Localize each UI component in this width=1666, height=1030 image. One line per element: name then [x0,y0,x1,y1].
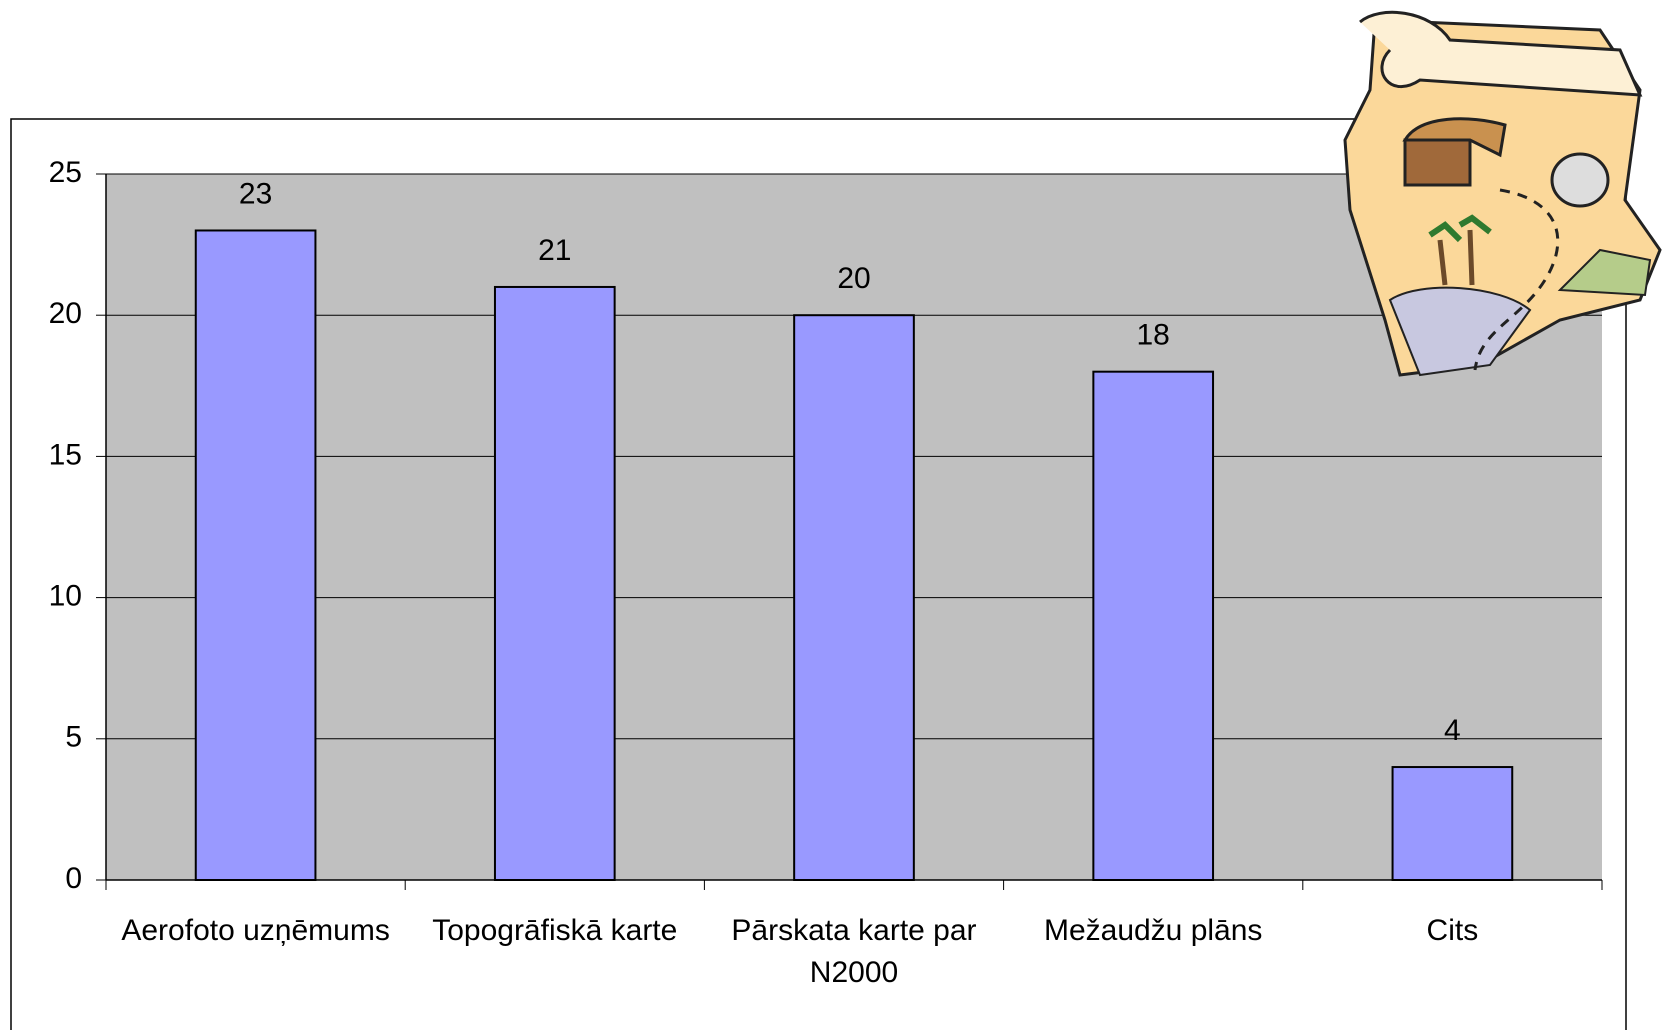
bar [493,285,616,881]
data-label: 23 [239,177,272,210]
bar [1092,370,1215,881]
y-tick-label: 5 [65,721,82,754]
data-label: 4 [1444,714,1461,747]
treasure-map-clipart [1343,10,1662,377]
x-tick-label: Aerofoto uzņēmums [121,914,390,947]
x-tick-label: Pārskata karte par N2000 [731,914,977,989]
y-tick-label: 10 [49,580,82,613]
x-tick-label: Mežaudžu plāns [1043,914,1263,947]
bar [793,314,915,881]
bar [194,229,317,882]
x-tick-label: Cits [1426,914,1479,947]
data-label: 18 [1137,319,1170,352]
y-tick-label: 15 [49,438,82,471]
y-tick-label: 0 [65,862,82,895]
y-tick-label: 20 [49,297,82,330]
y-tick-label: 25 [49,156,82,189]
data-label: 21 [538,234,571,267]
data-label: 20 [837,262,870,295]
bar [1391,766,1514,881]
x-tick-label: Topogrāfiskā karte [432,914,678,947]
